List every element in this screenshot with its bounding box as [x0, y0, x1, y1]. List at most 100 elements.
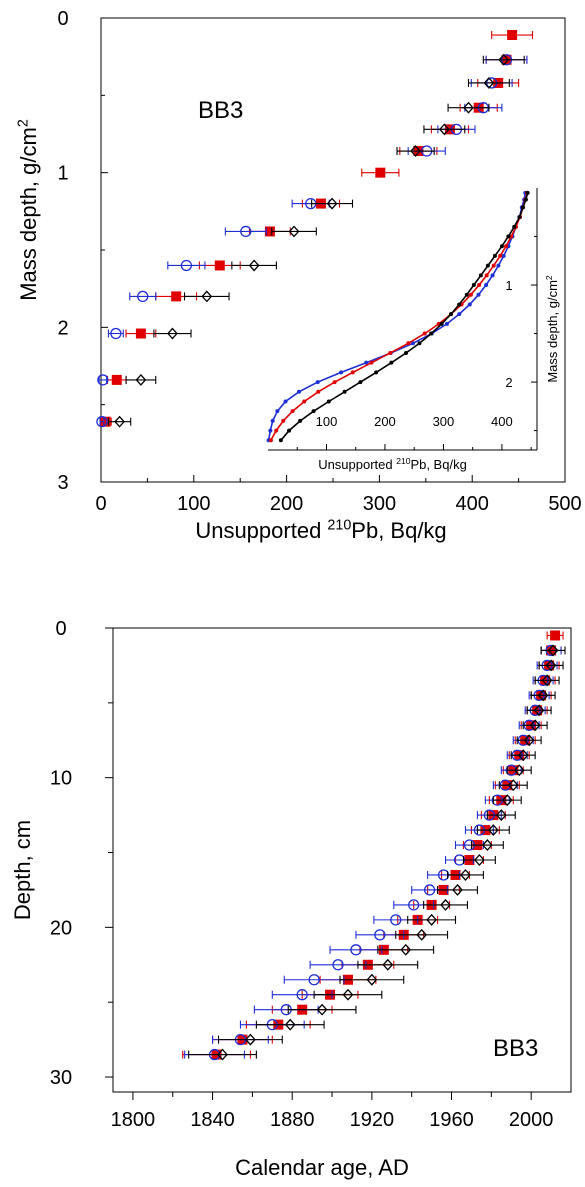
y-tick-label: 3 — [57, 472, 68, 494]
inset-point-2-10 — [471, 283, 476, 288]
point-2-20 — [400, 943, 412, 956]
point-2-23 — [342, 988, 354, 1001]
inset-point-2-18 — [389, 360, 394, 365]
point-2-15 — [460, 868, 471, 881]
inset-point-2-3 — [517, 215, 522, 220]
inset-x-axis-label: Unsupported 210Pb, Bq/kg — [318, 456, 467, 472]
inset-point-0-21 — [296, 389, 301, 394]
inset-point-2-20 — [358, 380, 363, 385]
y-tick-label: 10 — [50, 768, 72, 790]
x-axis-label: Calendar age, AD — [235, 1155, 409, 1180]
y-tick-label: 20 — [50, 917, 72, 939]
inset-line-2 — [280, 192, 529, 441]
point-2-22 — [366, 973, 378, 986]
inset-point-2-1 — [523, 197, 528, 202]
inset-point-2-0 — [525, 190, 530, 195]
point-2-5 — [529, 719, 541, 732]
point-2-26 — [245, 1033, 256, 1046]
point-1-19 — [374, 929, 386, 941]
point-1-16 — [423, 884, 436, 896]
inset-point-2-12 — [457, 302, 462, 307]
point-0-11 — [135, 328, 146, 339]
panel-top: 0 100 200 300 400 500 0 1 2 3 Unsupported 210Pb, B… — [16, 8, 582, 543]
inset-point-2-23 — [311, 409, 316, 414]
x-tick-label: 2000 — [509, 1109, 554, 1131]
point-0-6 — [375, 167, 386, 178]
point-1-6 — [240, 225, 252, 238]
x-tick-label: 0 — [95, 493, 106, 515]
inset-point-1-11 — [468, 292, 473, 297]
inset-point-2-7 — [492, 253, 497, 258]
inset-point-0-25 — [268, 428, 273, 433]
inset-point-1-15 — [422, 331, 427, 336]
y-tick-label: 0 — [57, 8, 68, 30]
inset-point-1-21 — [316, 389, 321, 394]
inset-x-tick-label: 300 — [433, 414, 455, 429]
point-0-0 — [550, 630, 561, 641]
y-axis-label: Mass depth, g/cm2 — [16, 119, 41, 301]
panel-label: BB3 — [493, 1035, 538, 1062]
point-2-4 — [410, 145, 421, 157]
point-2-3 — [537, 689, 549, 702]
inset-point-1-22 — [302, 399, 307, 404]
point-2-24 — [316, 1003, 328, 1016]
inset-point-1-9 — [484, 273, 489, 278]
point-2-1 — [483, 76, 495, 89]
point-1-22 — [308, 974, 320, 986]
point-2-6 — [523, 734, 535, 747]
inset-point-2-24 — [298, 418, 303, 423]
inset-point-2-5 — [506, 234, 511, 239]
y-tick-label: 2 — [57, 317, 68, 339]
point-0-12 — [111, 374, 122, 385]
point-1-20 — [350, 944, 362, 956]
inset-line-1 — [270, 192, 528, 441]
point-2-25 — [284, 1018, 296, 1031]
inset-point-2-19 — [374, 370, 379, 375]
inset-point-1-6 — [504, 244, 509, 249]
inset-point-1-8 — [491, 263, 496, 268]
inset-point-2-14 — [439, 321, 444, 326]
point-2-17 — [440, 898, 451, 911]
inset-y-axis-label: Mass depth, g/cm2 — [544, 275, 560, 383]
point-2-21 — [382, 958, 394, 971]
point-2-27 — [217, 1048, 228, 1061]
point-2-6 — [288, 225, 300, 238]
point-2-0 — [498, 53, 510, 66]
inset-point-0-24 — [270, 418, 275, 423]
inset-point-1-20 — [332, 380, 337, 385]
inset-point-1-26 — [268, 438, 273, 443]
point-2-0 — [547, 644, 559, 657]
inset-point-0-8 — [496, 263, 501, 268]
y-axis-label: Depth, cm — [10, 820, 35, 920]
point-2-4 — [533, 704, 545, 717]
inset-point-0-19 — [339, 370, 344, 375]
inset-point-0-14 — [444, 321, 449, 326]
inset-point-2-15 — [429, 331, 434, 336]
x-axis-label: Unsupported 210Pb, Bq/kg — [195, 518, 446, 543]
point-2-8 — [201, 290, 213, 303]
inset-point-2-11 — [464, 292, 469, 297]
inset-point-1-5 — [509, 234, 514, 239]
point-2-11 — [495, 809, 507, 822]
inset-point-2-25 — [287, 428, 292, 433]
point-2-9 — [167, 327, 178, 340]
inset-point-1-18 — [369, 360, 374, 365]
inset-x-tick-label: 200 — [374, 414, 396, 429]
point-1-21 — [332, 959, 344, 971]
point-1-23 — [296, 989, 308, 1001]
x-tick-label: 200 — [270, 493, 303, 515]
inset-point-0-23 — [275, 409, 280, 414]
inset-point-0-20 — [315, 380, 320, 385]
x-tick-label: 300 — [363, 493, 396, 515]
inset-point-2-2 — [520, 205, 525, 210]
series-2 — [188, 644, 566, 1061]
x-tick-label: 1880 — [270, 1109, 315, 1131]
inset-point-1-10 — [477, 283, 482, 288]
x-tick-label: 400 — [456, 493, 489, 515]
point-2-11 — [114, 415, 125, 428]
inset-point-0-7 — [501, 253, 506, 258]
series-2 — [107, 53, 525, 428]
inset: 100 200 300 400 1 2 Unsupported 210Pb, Bq/kg Ma… — [266, 188, 560, 472]
inset-point-1-7 — [498, 253, 503, 258]
inset-point-2-17 — [404, 350, 409, 355]
